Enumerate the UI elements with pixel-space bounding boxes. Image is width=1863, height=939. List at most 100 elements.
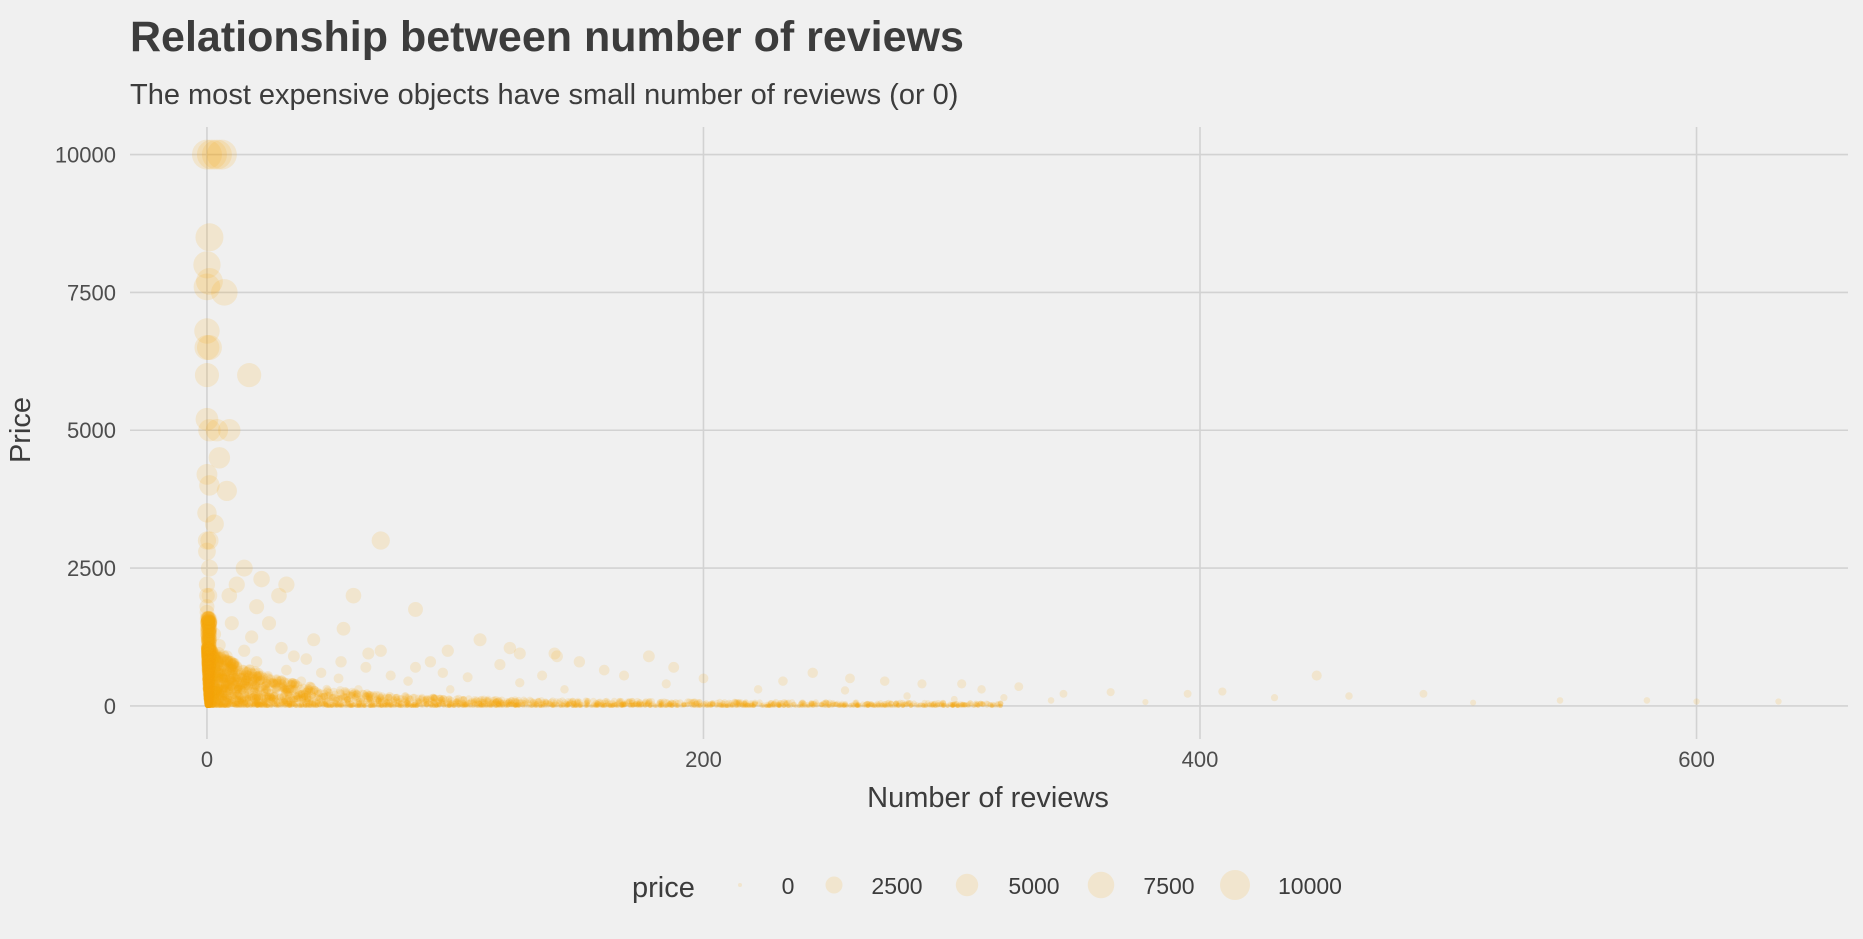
scatter-point bbox=[945, 703, 950, 708]
scatter-point bbox=[304, 684, 314, 694]
scatter-point bbox=[236, 702, 242, 708]
scatter-point bbox=[219, 695, 227, 703]
scatter-point bbox=[428, 703, 433, 708]
scatter-point bbox=[776, 703, 782, 708]
scatter-point bbox=[564, 698, 572, 705]
scatter-point bbox=[259, 703, 265, 708]
scatter-point bbox=[875, 703, 881, 708]
scatter-point bbox=[560, 685, 569, 694]
scatter-point bbox=[1693, 698, 1700, 705]
scatter-point bbox=[766, 701, 772, 707]
scatter-point bbox=[690, 698, 698, 705]
scatter-point bbox=[205, 703, 211, 708]
scatter-point bbox=[971, 703, 976, 708]
scatter-point bbox=[298, 692, 306, 700]
scatter-point bbox=[489, 698, 497, 705]
scatter-point bbox=[271, 687, 280, 697]
scatter-point bbox=[202, 684, 212, 693]
scatter-point bbox=[719, 700, 726, 706]
scatter-point bbox=[314, 703, 320, 708]
scatter-point bbox=[218, 673, 229, 684]
scatter-point bbox=[324, 692, 332, 700]
scatter-point bbox=[307, 633, 321, 647]
scatter-point bbox=[203, 657, 215, 670]
scatter-point bbox=[349, 702, 355, 708]
scatter-point bbox=[210, 701, 216, 708]
scatter-point bbox=[207, 693, 215, 701]
scatter-point bbox=[278, 681, 288, 691]
scatter-point bbox=[605, 699, 612, 706]
scatter-point bbox=[244, 682, 254, 691]
scatter-point bbox=[505, 701, 512, 708]
scatter-point bbox=[254, 670, 265, 681]
scatter-point bbox=[211, 656, 223, 668]
scatter-point bbox=[198, 542, 216, 561]
scatter-point bbox=[377, 695, 385, 703]
scatter-point bbox=[558, 703, 564, 708]
scatter-point bbox=[681, 702, 687, 708]
scatter-point bbox=[212, 693, 220, 701]
scatter-point bbox=[224, 679, 235, 689]
scatter-point bbox=[254, 676, 264, 686]
scatter-point bbox=[402, 700, 409, 707]
scatter-point bbox=[553, 703, 558, 708]
scatter-point bbox=[265, 696, 273, 703]
scatter-point bbox=[366, 694, 374, 702]
scatter-point bbox=[223, 678, 233, 689]
scatter-point bbox=[237, 700, 244, 707]
scatter-point bbox=[201, 662, 213, 674]
scatter-point bbox=[195, 407, 219, 431]
scatter-point bbox=[615, 703, 620, 708]
scatter-point bbox=[879, 702, 885, 708]
scatter-point bbox=[592, 703, 597, 708]
scatter-point bbox=[435, 701, 442, 707]
scatter-point bbox=[561, 699, 568, 706]
scatter-point bbox=[919, 702, 926, 708]
scatter-point bbox=[447, 696, 455, 704]
scatter-point bbox=[205, 693, 213, 701]
scatter-point bbox=[216, 688, 225, 697]
scatter-point bbox=[508, 700, 515, 707]
scatter-point bbox=[600, 699, 607, 706]
scatter-point bbox=[193, 251, 221, 279]
scatter-point bbox=[767, 703, 772, 708]
scatter-point bbox=[204, 701, 211, 708]
scatter-point bbox=[320, 692, 328, 700]
scatter-point bbox=[304, 696, 312, 703]
scatter-point bbox=[268, 693, 276, 701]
scatter-point bbox=[204, 682, 213, 692]
scatter-point bbox=[697, 702, 703, 708]
scatter-point bbox=[201, 650, 214, 663]
scatter-point bbox=[530, 703, 535, 708]
scatter-point bbox=[369, 691, 378, 699]
scatter-point bbox=[371, 531, 390, 550]
scatter-point bbox=[734, 703, 739, 708]
scatter-point bbox=[205, 419, 229, 442]
scatter-point bbox=[236, 692, 244, 701]
scatter-point bbox=[603, 699, 610, 706]
scatter-point bbox=[903, 692, 911, 700]
scatter-point bbox=[224, 700, 231, 707]
scatter-point bbox=[603, 697, 610, 705]
scatter-point bbox=[515, 702, 521, 708]
scatter-point bbox=[693, 700, 700, 707]
scatter-point bbox=[203, 678, 214, 688]
scatter-point bbox=[552, 700, 559, 706]
scatter-point bbox=[212, 692, 220, 701]
scatter-point bbox=[408, 601, 423, 617]
scatter-point bbox=[468, 697, 475, 705]
legend-title: price bbox=[632, 872, 695, 904]
scatter-point bbox=[962, 702, 968, 708]
scatter-point bbox=[238, 703, 243, 708]
scatter-point bbox=[746, 703, 752, 708]
scatter-point bbox=[507, 699, 514, 706]
scatter-point bbox=[987, 701, 993, 708]
scatter-point bbox=[289, 685, 299, 694]
scatter-point bbox=[704, 701, 711, 707]
scatter-point bbox=[852, 699, 859, 706]
scatter-point bbox=[223, 662, 235, 674]
scatter-point bbox=[318, 692, 326, 701]
scatter-point bbox=[204, 696, 212, 703]
scatter-point bbox=[205, 698, 212, 705]
